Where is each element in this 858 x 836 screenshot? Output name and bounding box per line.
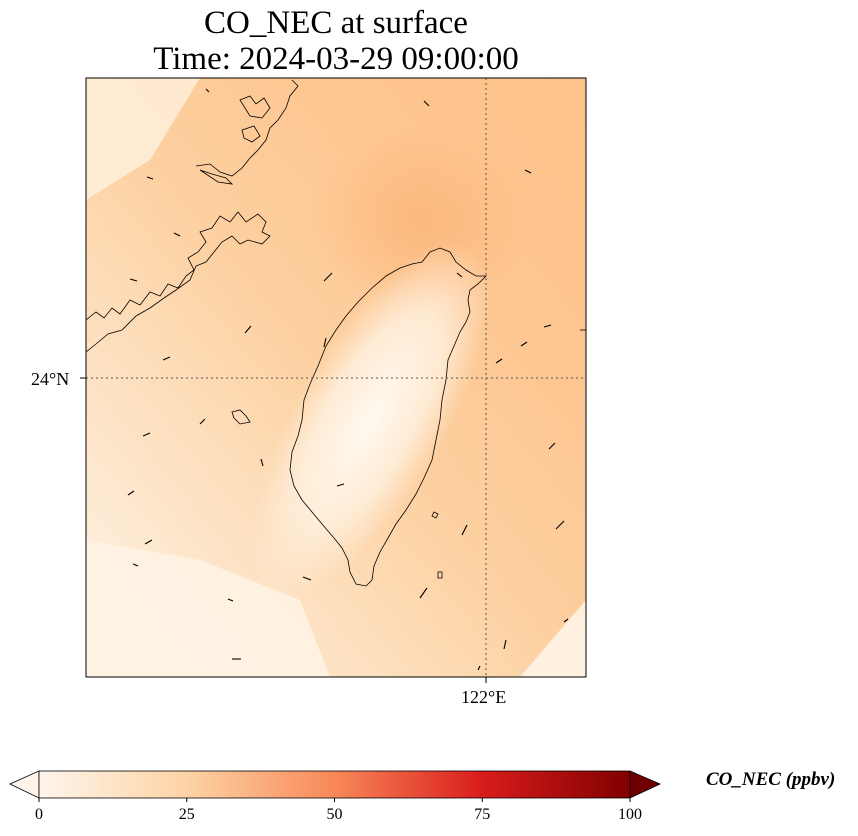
longitude-label: 122°E [461, 687, 507, 707]
colorbar [9, 770, 661, 802]
wind-arrow [336, 483, 345, 487]
wind-arrow [563, 618, 569, 623]
title-line-1: CO_NEC at surface [204, 5, 468, 41]
colorbar-max-extend [629, 770, 661, 799]
wind-arrow [524, 169, 532, 174]
colorbar-tick-label: 100 [618, 806, 642, 823]
colorbar-min-extend [9, 770, 40, 799]
wind-arrow [127, 490, 135, 496]
wind-arrow [323, 337, 327, 348]
wind-arrow [423, 100, 430, 107]
wind-arrow [199, 418, 206, 425]
wind-arrow [244, 325, 252, 334]
wind-arrow [477, 665, 481, 671]
wind-arrow [227, 598, 234, 602]
mainland-coast [86, 211, 271, 353]
wind-arrow [144, 539, 153, 545]
wind-arrow [520, 341, 528, 347]
title-line-2: Time: 2024-03-29 09:00:00 [153, 41, 519, 77]
wind-arrow [129, 278, 138, 282]
wind-arrow [260, 458, 264, 467]
map-panel [80, 77, 587, 683]
taiwan-coast [289, 247, 487, 587]
wind-arrow [503, 639, 507, 650]
wind-arrow [461, 524, 468, 536]
colorbar-tick-label: 50 [326, 806, 343, 823]
colorbar-tick-label: 0 [35, 806, 43, 823]
wind-arrow [419, 587, 428, 599]
wind-arrow [543, 324, 552, 328]
coastline [86, 79, 586, 587]
wind-arrow [302, 576, 312, 581]
wind-arrow [323, 272, 333, 282]
mainland-coast-north [195, 79, 299, 177]
latitude-label: 24°N [31, 369, 70, 389]
colorbar-title: CO_NEC (ppbv) [706, 769, 836, 790]
wind-arrow [142, 432, 151, 437]
wind-arrow [132, 563, 139, 567]
wind-arrow [456, 272, 463, 278]
wind-arrow [205, 88, 210, 93]
colorbar-tick-label: 75 [474, 806, 491, 823]
wind-arrows [127, 88, 569, 671]
wind-arrow [555, 520, 565, 530]
gridlines [86, 78, 586, 677]
colorbar-tick-label: 25 [178, 806, 195, 823]
wind-arrow [495, 358, 503, 364]
colorbar-gradient [38, 770, 631, 799]
wind-arrow [162, 356, 171, 361]
wind-arrow [173, 232, 181, 237]
wind-arrow [548, 442, 556, 450]
wind-arrow [146, 176, 154, 180]
